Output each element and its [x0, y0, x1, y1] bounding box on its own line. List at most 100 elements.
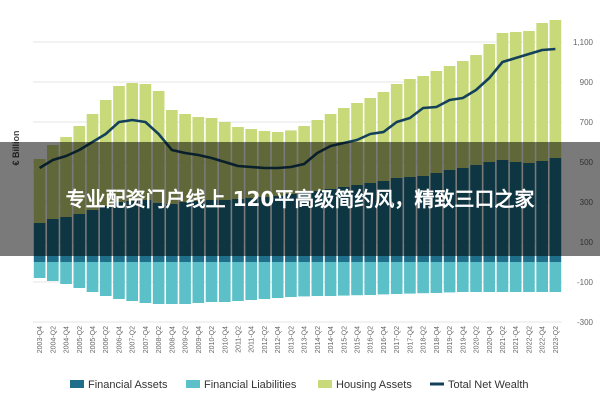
x-tick-label: 2016-Q2 [368, 326, 375, 353]
bar-financial-liabilities [139, 262, 152, 303]
legend-item: Housing Assets [318, 379, 412, 391]
x-tick-label: 2004-Q4 [64, 326, 71, 353]
legend-label: Financial Liabilities [204, 379, 297, 391]
x-tick-label: 2006-Q2 [103, 326, 110, 353]
bar-financial-liabilities [205, 262, 218, 302]
legend: Financial Assets Financial Liabilities Hou… [70, 379, 529, 391]
x-tick-label: 2018-Q2 [421, 326, 428, 353]
y-tick-label: -300 [577, 318, 594, 327]
bar-financial-liabilities [258, 262, 271, 299]
x-tick-label: 2016-Q4 [381, 326, 388, 353]
x-tick-label: 2017-Q4 [407, 326, 414, 353]
legend-swatch [318, 380, 332, 388]
bar-housing-assets [456, 61, 469, 168]
bar-financial-liabilities [324, 262, 337, 296]
bar-financial-liabilities [430, 262, 443, 293]
bar-financial-liabilities [73, 262, 86, 288]
bar-housing-assets [509, 32, 522, 162]
x-tick-label: 2015-Q2 [341, 326, 348, 353]
x-tick-label: 2008-Q2 [156, 326, 163, 353]
x-tick-label: 2005-Q2 [77, 326, 84, 353]
bar-financial-liabilities [285, 262, 297, 297]
bar-housing-assets [404, 79, 416, 177]
bar-financial-liabilities [60, 262, 72, 284]
bar-financial-liabilities [443, 262, 456, 293]
y-tick-label: 1,100 [573, 38, 594, 47]
bar-financial-liabilities [417, 262, 429, 294]
bar-housing-assets [470, 55, 482, 165]
x-tick-label: 2022-Q2 [526, 326, 533, 353]
legend-item: Financial Assets [70, 379, 168, 391]
x-tick-label: 2009-Q2 [183, 326, 190, 353]
x-tick-label: 2018-Q4 [434, 326, 441, 353]
bar-financial-liabilities [390, 262, 403, 294]
legend-swatch [186, 380, 200, 388]
x-tick-label: 2009-Q4 [196, 326, 203, 353]
bar-financial-liabilities [364, 262, 377, 295]
x-tick-label: 2014-Q4 [328, 326, 335, 353]
x-tick-label: 2019-Q4 [460, 326, 467, 353]
bar-financial-liabilities [218, 262, 231, 302]
bar-financial-liabilities [298, 262, 310, 297]
overlay-title: 专业配资门户线上 120平高级简约风，精致三口之家 [65, 186, 535, 211]
bar-financial-liabilities [377, 262, 390, 295]
bar-housing-assets [417, 76, 429, 176]
bar-financial-liabilities [536, 262, 548, 292]
bar-financial-liabilities [99, 262, 112, 296]
bar-financial-liabilities [470, 262, 482, 292]
bar-financial-liabilities [232, 262, 244, 301]
x-tick-label: 2006-Q4 [117, 326, 124, 353]
legend-item: Total Net Wealth [430, 379, 529, 391]
x-tick-label: 2010-Q4 [222, 326, 229, 353]
x-tick-label: 2021-Q2 [500, 326, 507, 353]
bar-financial-liabilities [113, 262, 125, 299]
x-axis-ticks: 2003-Q4 2004-Q2 2004-Q4 2005-Q2 2005-Q4 2006-… [37, 326, 560, 353]
legend-item: Financial Liabilities [186, 379, 297, 391]
bar-financial-liabilities [496, 262, 509, 292]
x-tick-label: 2014-Q2 [315, 326, 322, 353]
bar-financial-liabilities [483, 262, 496, 292]
bar-financial-liabilities [549, 262, 562, 292]
bar-financial-liabilities [311, 262, 324, 296]
legend-label: Financial Assets [88, 379, 168, 391]
bar-financial-liabilities [337, 262, 350, 296]
x-tick-label: 2012-Q4 [275, 326, 282, 353]
x-tick-label: 2021-Q4 [513, 326, 520, 353]
bar-housing-assets [364, 98, 377, 183]
x-tick-label: 2023-Q2 [553, 326, 560, 353]
bar-financial-liabilities [152, 262, 165, 304]
x-tick-label: 2004-Q2 [50, 326, 57, 353]
x-tick-label: 2017-Q2 [394, 326, 401, 353]
title-overlay-banner: 专业配资门户线上 120平高级简约风，精致三口之家 [0, 142, 600, 256]
bar-housing-assets [549, 20, 562, 158]
x-tick-label: 2012-Q2 [262, 326, 269, 353]
legend-swatch [70, 380, 84, 388]
bar-financial-liabilities [166, 262, 178, 304]
x-tick-label: 2013-Q4 [302, 326, 309, 353]
x-tick-label: 2020-Q4 [487, 326, 494, 353]
bar-financial-liabilities [456, 262, 469, 292]
bar-financial-liabilities [271, 262, 284, 298]
bar-financial-liabilities [245, 262, 258, 300]
bar-housing-assets [377, 92, 390, 181]
bar-financial-liabilities [404, 262, 416, 294]
x-tick-label: 2015-Q4 [355, 326, 362, 353]
bar-housing-assets [430, 71, 443, 173]
y-tick-label: -100 [577, 278, 594, 287]
x-tick-label: 2007-Q4 [143, 326, 150, 353]
bar-housing-assets [523, 31, 535, 163]
bar-housing-assets [483, 44, 496, 162]
x-tick-label: 2003-Q4 [37, 326, 44, 353]
y-tick-label: 900 [580, 78, 594, 87]
bar-financial-liabilities [523, 262, 535, 292]
bar-financial-liabilities [86, 262, 99, 292]
y-tick-label: 700 [580, 118, 594, 127]
x-tick-label: 2010-Q2 [209, 326, 216, 353]
bar-housing-assets [390, 84, 403, 178]
x-tick-label: 2008-Q4 [169, 326, 176, 353]
legend-label: Total Net Wealth [448, 379, 529, 391]
bar-housing-assets [536, 23, 548, 161]
bar-financial-liabilities [179, 262, 191, 304]
bar-financial-liabilities [47, 262, 59, 281]
bar-housing-assets [496, 33, 509, 160]
